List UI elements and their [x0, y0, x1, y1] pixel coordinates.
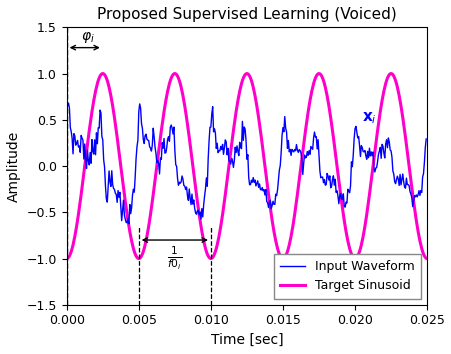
- Input Waveform: [290, 150, 296, 154]
- Input Waveform: [126, 222, 131, 226]
- Input Waveform: [423, 137, 428, 141]
- Text: $\varphi_i$: $\varphi_i$: [81, 30, 94, 45]
- X-axis label: Time [sec]: Time [sec]: [210, 333, 283, 347]
- Target Sinusoid: [423, 256, 428, 260]
- Line: Input Waveform: Input Waveform: [67, 97, 425, 224]
- Target Sinusoid: [207, 256, 212, 260]
- Input Waveform: [107, 180, 112, 184]
- Input Waveform: [64, 95, 69, 99]
- Y-axis label: Amplitude: Amplitude: [7, 130, 21, 202]
- Input Waveform: [207, 125, 212, 129]
- Text: $\frac{1}{f0_i}$: $\frac{1}{f0_i}$: [167, 245, 182, 272]
- Legend: Input Waveform, Target Sinusoid: Input Waveform, Target Sinusoid: [273, 254, 420, 298]
- Target Sinusoid: [100, 72, 105, 76]
- Text: $\mathbf{x}_i$: $\mathbf{x}_i$: [361, 110, 376, 126]
- Title: Proposed Supervised Learning (Voiced): Proposed Supervised Learning (Voiced): [97, 7, 396, 22]
- Target Sinusoid: [108, 93, 113, 98]
- Target Sinusoid: [64, 256, 69, 261]
- Target Sinusoid: [182, 104, 187, 108]
- Input Waveform: [182, 184, 187, 188]
- Target Sinusoid: [290, 218, 296, 223]
- Input Waveform: [324, 171, 329, 176]
- Target Sinusoid: [324, 93, 329, 98]
- Input Waveform: [326, 178, 331, 182]
- Target Sinusoid: [326, 104, 331, 108]
- Line: Target Sinusoid: Target Sinusoid: [67, 74, 425, 258]
